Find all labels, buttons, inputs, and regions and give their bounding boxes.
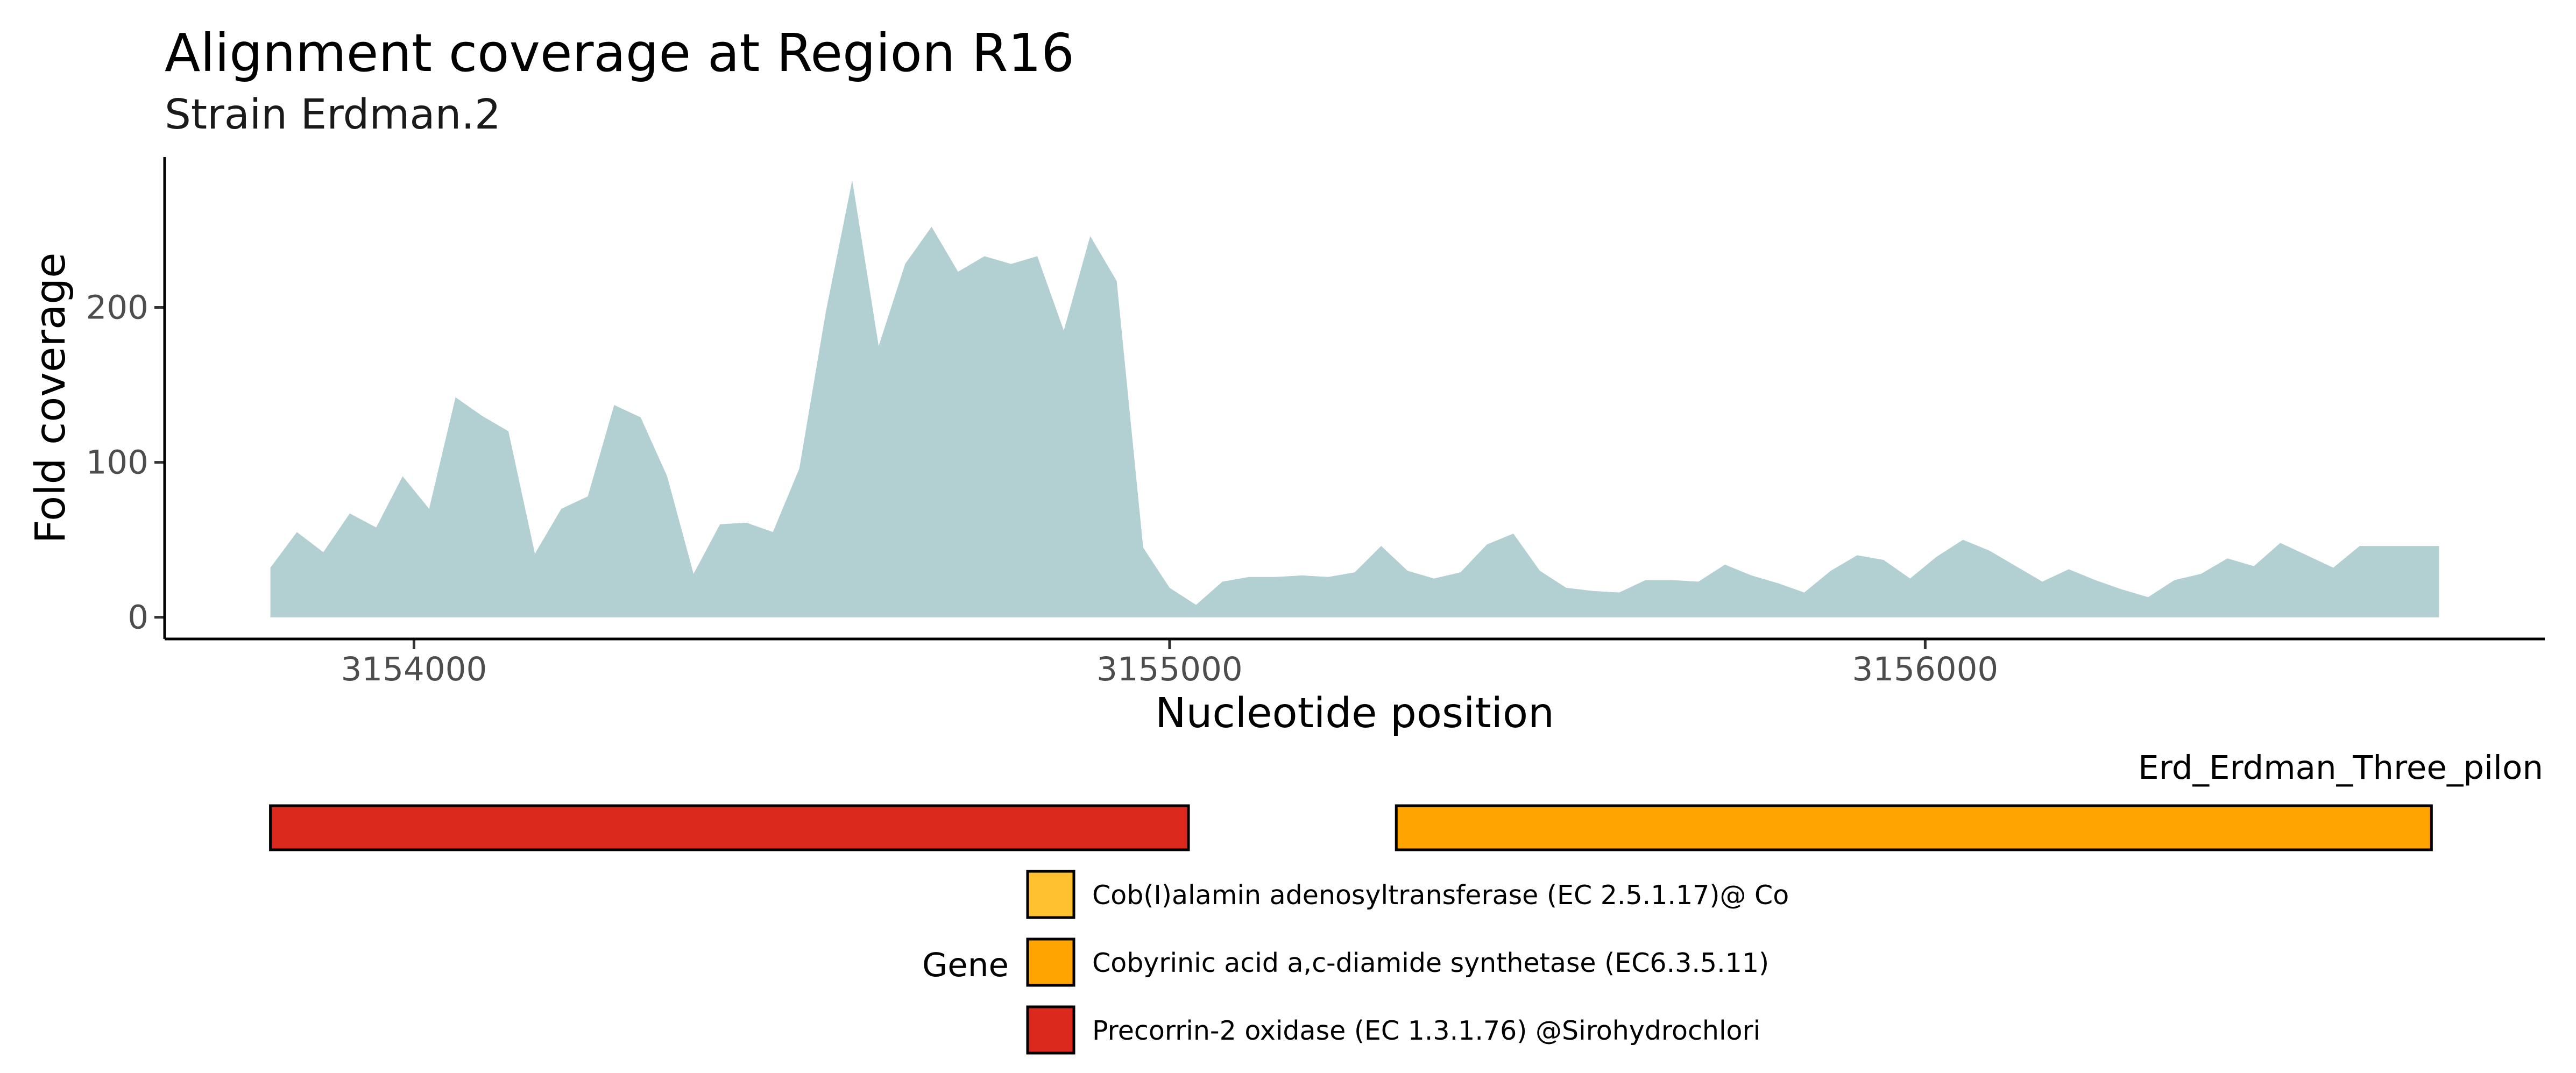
- y-axis-title: Fold coverage: [27, 253, 75, 544]
- legend-swatch-0: [1026, 870, 1075, 919]
- chart-title: Alignment coverage at Region R16: [165, 23, 1074, 83]
- legend-label-1: Cobyrinic acid a,c-diamide synthetase (E…: [1092, 948, 1769, 978]
- x-tick-label: 3154000: [341, 650, 487, 688]
- chart-subtitle: Strain Erdman.2: [165, 91, 501, 139]
- x-axis-ticks: 3154000 3155000 3156000: [341, 639, 1999, 688]
- gene-bar-1: [1395, 804, 2433, 851]
- legend-swatch-1: [1026, 937, 1075, 987]
- legend-label-0: Cob(I)alamin adenosyltransferase (EC 2.5…: [1092, 880, 1789, 911]
- coverage-area-0: [270, 180, 2439, 617]
- y-tick-label: 0: [128, 599, 148, 637]
- legend-title: Gene: [922, 946, 1009, 984]
- y-tick-label: 200: [86, 288, 148, 326]
- gene-bar-0: [269, 804, 1190, 851]
- legend-label-2: Precorrin-2 oxidase (EC 1.3.1.76) @Siroh…: [1092, 1015, 1760, 1046]
- legend-swatch-2: [1026, 1005, 1075, 1055]
- x-tick-label: 3155000: [1096, 650, 1243, 688]
- legend: Cob(I)alamin adenosyltransferase (EC 2.5…: [1026, 870, 1789, 1055]
- y-axis-ticks: 0 100 200: [86, 288, 165, 637]
- x-tick-label: 3156000: [1852, 650, 1999, 688]
- y-tick-label: 100: [86, 444, 148, 482]
- plot-area: [270, 180, 2439, 617]
- gene-track: [269, 804, 2433, 851]
- gene-track-label: Erd_Erdman_Three_pilon: [2138, 749, 2543, 787]
- x-axis-title: Nucleotide position: [1155, 690, 1554, 737]
